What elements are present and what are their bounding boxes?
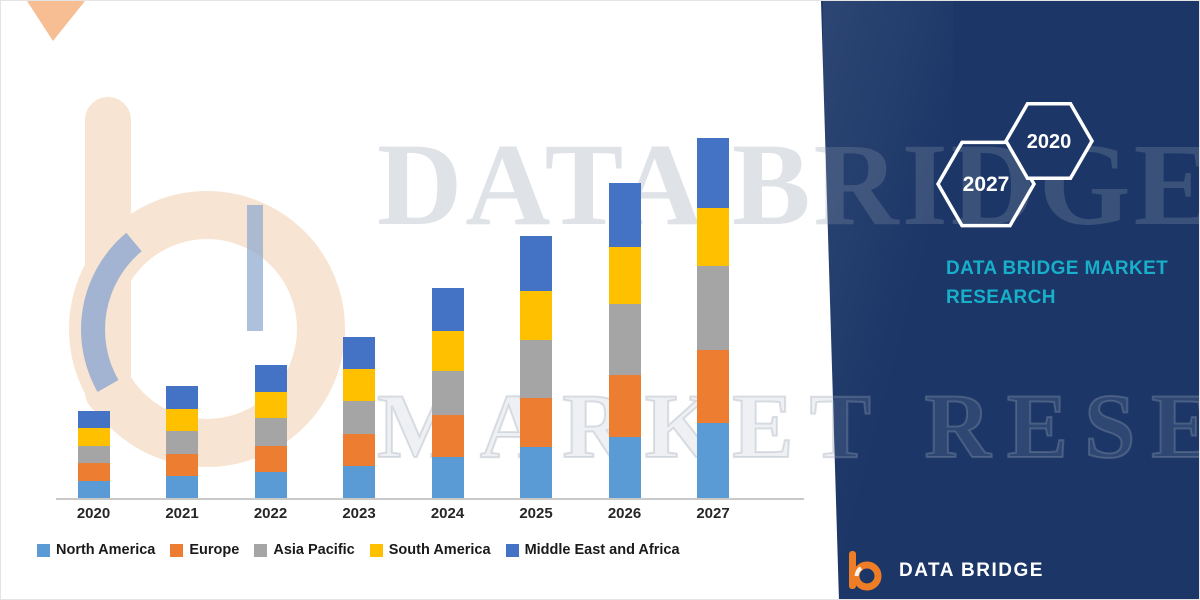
year-hexagons: 2027 2020 (935, 102, 1095, 228)
bar-segment-middle-east-and-africa (431, 287, 464, 332)
x-axis-line (56, 498, 804, 500)
footer-brand-name: DATA BRIDGE (899, 560, 1044, 581)
bar-segment-north-america (431, 457, 464, 498)
x-axis-label: 2023 (342, 505, 376, 522)
footer-brand: DATA BRIDGE (841, 547, 1044, 595)
bar-segment-south-america (697, 208, 729, 267)
chart-legend: North America Europe Asia Pacific South Ame… (37, 542, 831, 558)
legend-item: South America (369, 542, 491, 558)
bar-segment-south-america (254, 392, 287, 419)
bar-segment-asia-pacific (520, 339, 552, 398)
bar-segment-europe (608, 374, 641, 438)
legend-swatch-icon (369, 543, 383, 557)
bar-segment-south-america (520, 290, 552, 340)
bar-segment-north-america (343, 466, 375, 498)
bar-segment-south-america (77, 428, 110, 446)
legend-label: North America (56, 542, 156, 558)
stacked-bar-plot (61, 121, 821, 498)
bar-2021 (166, 386, 198, 498)
data-bridge-logo-watermark-icon (27, 1, 345, 467)
bar-segment-middle-east-and-africa (520, 235, 552, 291)
x-axis-label: 2027 (696, 505, 730, 522)
bar-segment-north-america (697, 422, 729, 498)
bar-2023 (343, 337, 375, 498)
legend-item: North America (37, 542, 155, 558)
bar-segment-south-america (343, 368, 375, 401)
bar-segment-middle-east-and-africa (697, 138, 729, 209)
bar-segment-europe (431, 415, 464, 458)
hexagon-front-label: 2020 (1027, 131, 1072, 153)
bar-segment-south-america (608, 247, 641, 304)
bar-segment-north-america (77, 480, 110, 498)
x-axis-label: 2021 (165, 505, 199, 522)
legend-label: Europe (189, 542, 240, 558)
x-axis-label: 2022 (253, 505, 288, 522)
bar-segment-south-america (166, 409, 198, 432)
x-axis-label: 2025 (519, 505, 553, 522)
x-axis-label: 2026 (607, 505, 642, 522)
bar-2025 (520, 235, 552, 498)
bar-segment-europe (697, 350, 729, 423)
bar-segment-asia-pacific (77, 445, 110, 464)
bar-2024 (431, 287, 464, 498)
legend-swatch-icon (37, 543, 50, 557)
side-panel-sheen (823, 1, 953, 599)
bar-segment-europe (77, 463, 110, 481)
bar-segment-north-america (166, 476, 198, 498)
bar-2026 (608, 183, 641, 498)
bar-2022 (254, 364, 287, 498)
bar-2020 (77, 411, 110, 498)
legend-item: Asia Pacific (254, 542, 355, 558)
legend-label: South America (388, 542, 491, 558)
legend-swatch-icon (170, 543, 184, 557)
hexagon-2027-icon (935, 140, 1037, 228)
panel-brand-line1: DATA BRIDGE MARKET (946, 258, 1169, 279)
bar-segment-asia-pacific (254, 418, 287, 446)
bar-segment-middle-east-and-africa (254, 364, 287, 393)
x-axis-label: 2024 (430, 505, 465, 522)
x-axis-labels: 2020 2021 2022 2023 2024 2025 2026 2027 (1, 505, 831, 527)
bar-segment-asia-pacific (343, 400, 375, 435)
bar-segment-europe (520, 397, 552, 448)
legend-item: Europe (170, 542, 239, 558)
legend-swatch-icon (505, 543, 519, 557)
legend-item: Middle East and Africa (505, 542, 680, 558)
panel-brand-line2: RESEARCH (946, 287, 1056, 309)
bar-segment-asia-pacific (431, 370, 464, 416)
bar-segment-middle-east-and-africa (343, 337, 375, 369)
hexagon-back-label: 2027 (963, 173, 1010, 196)
x-axis-label: 2020 (76, 505, 111, 522)
panel-brand-text: DATA BRIDGE MARKET RESEARCH (946, 254, 1168, 313)
bar-segment-europe (254, 445, 287, 472)
hexagon-2020-icon (1003, 102, 1095, 180)
bar-segment-north-america (520, 447, 552, 498)
bar-segment-middle-east-and-africa (608, 183, 641, 248)
bar-segment-middle-east-and-africa (77, 411, 110, 429)
bar-segment-europe (343, 434, 375, 467)
watermark-text-line2: MARKET RESEARCH (376, 374, 1200, 478)
bar-segment-middle-east-and-africa (166, 386, 198, 410)
bar-segment-asia-pacific (697, 266, 729, 351)
bar-segment-asia-pacific (608, 303, 641, 375)
bar-2027 (697, 138, 729, 498)
bar-segment-asia-pacific (166, 431, 198, 455)
legend-label: Middle East and Africa (524, 542, 680, 558)
legend-label: Asia Pacific (273, 542, 355, 558)
legend-swatch-icon (254, 543, 268, 557)
bar-segment-europe (166, 454, 198, 477)
bar-segment-north-america (254, 471, 287, 498)
data-bridge-logo-icon (849, 551, 882, 591)
bar-segment-south-america (431, 331, 464, 371)
bar-segment-north-america (608, 437, 641, 498)
